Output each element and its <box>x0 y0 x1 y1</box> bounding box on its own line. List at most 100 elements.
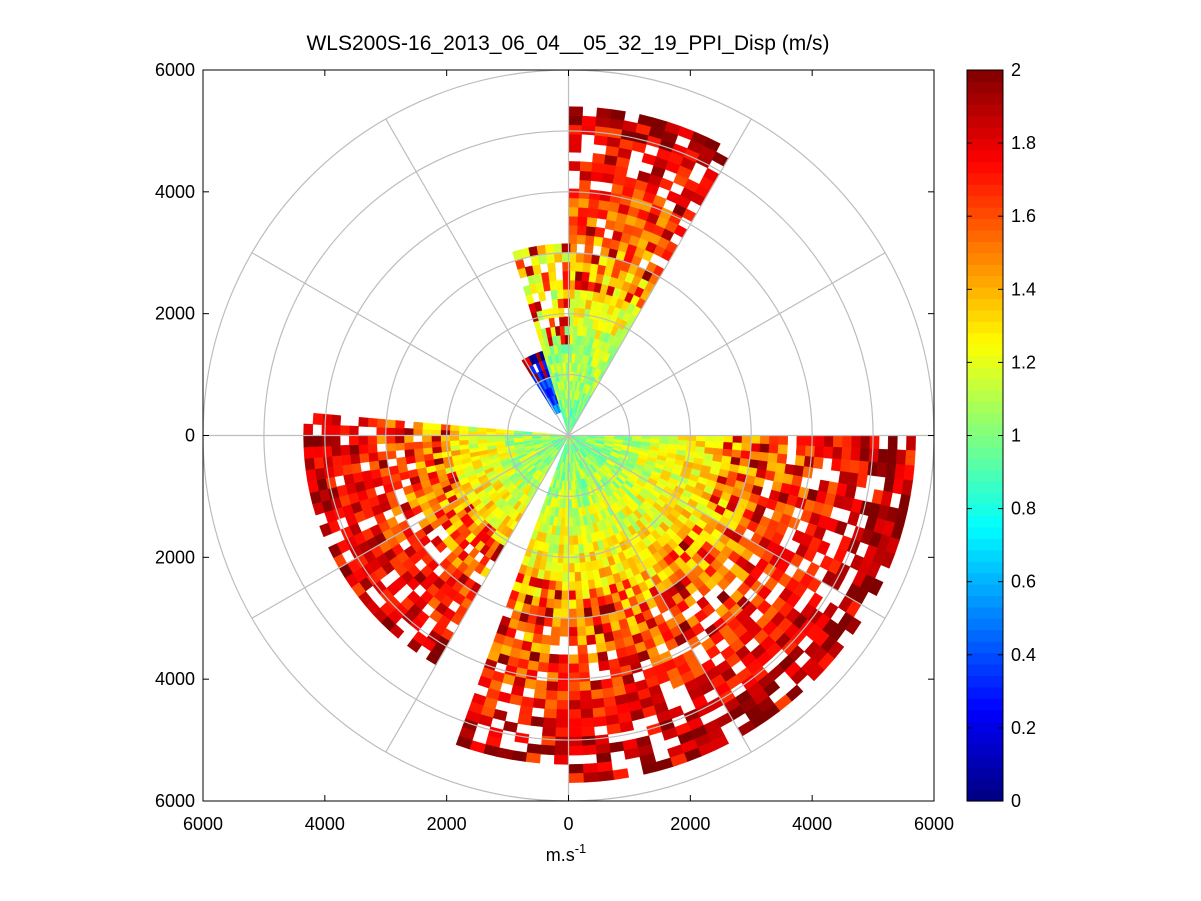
velocity-cell <box>582 598 592 609</box>
velocity-cell <box>578 671 591 683</box>
colorbar-step <box>967 549 1003 562</box>
velocity-cell <box>477 675 492 689</box>
velocity-cell <box>544 607 554 618</box>
velocity-cell <box>582 262 592 273</box>
velocity-cell <box>303 423 314 436</box>
velocity-cell <box>358 444 369 455</box>
colorbar-step <box>967 766 1003 779</box>
velocity-cell <box>568 124 583 135</box>
velocity-cell <box>568 736 583 747</box>
velocity-cell <box>543 708 557 719</box>
colorbar-step <box>967 709 1003 722</box>
velocity-cell <box>578 188 591 200</box>
colorbar-step <box>967 172 1003 185</box>
velocity-cell <box>769 435 779 445</box>
velocity-cell <box>555 718 569 729</box>
velocity-cell <box>568 572 576 582</box>
velocity-cell <box>759 435 770 445</box>
velocity-cell <box>568 142 582 153</box>
y-tick-label: 4000 <box>155 182 195 202</box>
velocity-cell <box>594 734 610 746</box>
velocity-cell <box>554 325 561 336</box>
velocity-cell <box>568 681 580 692</box>
velocity-cell <box>328 543 342 559</box>
velocity-cell <box>903 464 915 482</box>
velocity-cell <box>431 423 442 431</box>
velocity-cell <box>396 456 407 466</box>
velocity-cell <box>669 675 685 690</box>
colorbar-tick-label: 0.6 <box>1011 572 1036 592</box>
velocity-cell <box>330 414 342 426</box>
velocity-cell <box>568 563 575 573</box>
velocity-cell <box>403 435 414 443</box>
velocity-cell <box>581 589 591 600</box>
velocity-cell <box>431 440 442 448</box>
velocity-cell <box>793 465 805 478</box>
velocity-cell <box>548 653 560 664</box>
velocity-cell <box>561 572 569 582</box>
y-tick-label: 2000 <box>155 304 195 324</box>
velocity-cell <box>552 608 562 619</box>
velocity-cell <box>528 651 541 663</box>
velocity-cell <box>572 535 579 546</box>
velocity-cell <box>587 207 599 219</box>
velocity-cell <box>703 137 721 153</box>
velocity-cell <box>589 597 599 608</box>
x-axis-label-base: m.s <box>546 845 575 865</box>
velocity-cell <box>784 463 796 476</box>
velocity-cell <box>578 197 590 209</box>
velocity-cell <box>807 663 825 682</box>
velocity-cell <box>577 216 588 227</box>
velocity-cell <box>579 690 592 701</box>
colorbar-step <box>967 127 1003 140</box>
colorbar-step <box>967 469 1003 482</box>
colorbar-step <box>967 344 1003 357</box>
velocity-cell <box>568 133 582 144</box>
colorbar-step <box>967 481 1003 494</box>
velocity-cell <box>574 580 583 591</box>
colorbar-step <box>967 195 1003 208</box>
velocity-cell <box>592 153 606 164</box>
colorbar-step <box>967 104 1003 117</box>
velocity-cell <box>740 450 751 460</box>
y-tick-label: 2000 <box>155 547 195 567</box>
velocity-cell <box>572 526 578 537</box>
velocity-cell <box>849 459 861 474</box>
azimuth-spoke <box>568 252 886 437</box>
velocity-cell <box>367 443 378 454</box>
velocity-cell <box>841 447 852 461</box>
colorbar-step <box>967 652 1003 665</box>
velocity-cell <box>577 653 589 664</box>
velocity-cell <box>544 243 555 255</box>
velocity-cell <box>832 446 843 460</box>
velocity-cell <box>886 449 898 465</box>
colorbar-step <box>967 743 1003 756</box>
velocity-cell <box>599 190 612 202</box>
colorbar-tick-label: 1.4 <box>1011 279 1036 299</box>
velocity-cell <box>582 762 599 774</box>
velocity-cell <box>394 435 405 444</box>
velocity-cell <box>590 171 604 183</box>
colorbar-tick-label: 0 <box>1011 791 1021 811</box>
colorbar-step <box>967 583 1003 596</box>
velocity-cell <box>554 745 569 756</box>
velocity-cell <box>550 289 558 300</box>
velocity-cell <box>596 208 609 220</box>
velocity-cell <box>476 438 487 444</box>
velocity-cell <box>568 773 584 783</box>
colorbar-step <box>967 789 1003 802</box>
velocity-cell <box>588 588 598 599</box>
velocity-cell <box>608 741 625 753</box>
velocity-cell <box>517 714 532 726</box>
velocity-cell <box>596 651 609 663</box>
velocity-cell <box>577 225 588 236</box>
velocity-cell <box>541 735 556 747</box>
velocity-cell <box>560 599 569 610</box>
velocity-cell <box>594 633 606 645</box>
colorbar-step <box>967 595 1003 608</box>
velocity-cell <box>303 435 314 448</box>
velocity-cell <box>431 429 441 436</box>
colorbar-step <box>967 698 1003 711</box>
colorbar-step <box>967 138 1003 151</box>
velocity-cell <box>576 617 586 628</box>
